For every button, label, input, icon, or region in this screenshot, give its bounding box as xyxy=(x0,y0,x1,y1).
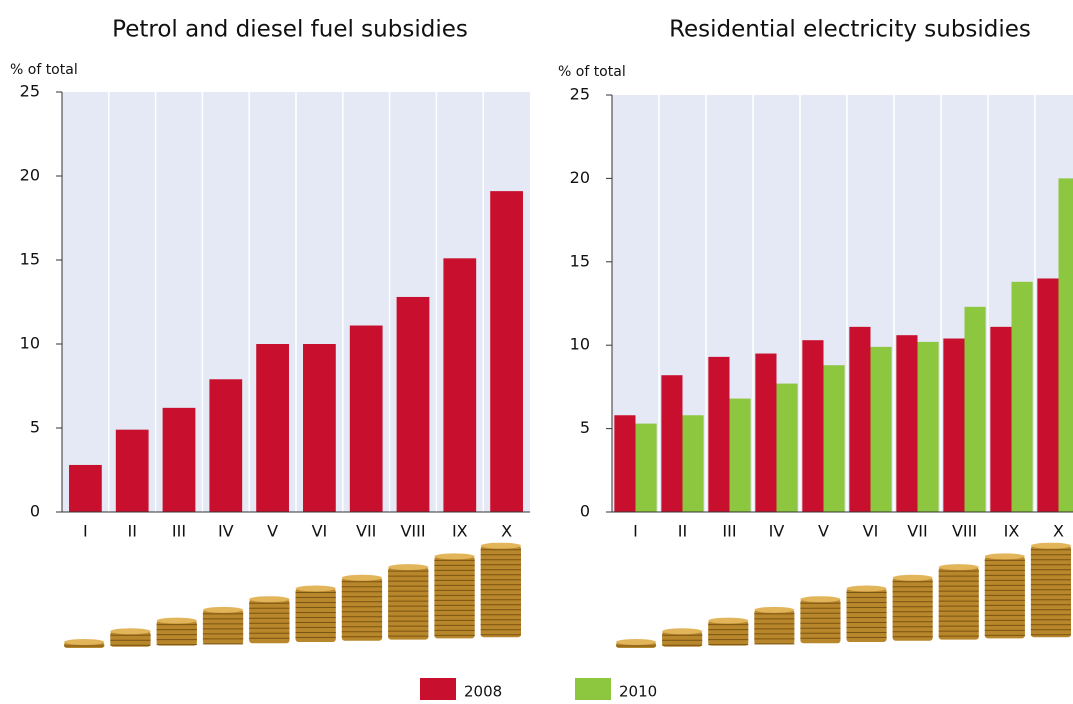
bar xyxy=(965,307,986,512)
x-tick-label: I xyxy=(633,522,638,541)
bar xyxy=(350,326,383,512)
x-tick-label: X xyxy=(501,522,512,541)
coin-top xyxy=(616,639,656,645)
bar xyxy=(116,430,149,512)
bar xyxy=(397,297,430,512)
x-tick-label: IX xyxy=(452,522,468,541)
coin-top xyxy=(203,607,243,613)
bar xyxy=(303,344,336,512)
coin-top xyxy=(157,618,197,624)
bar xyxy=(1037,278,1058,512)
x-tick-label: X xyxy=(1053,522,1064,541)
chart-title: Residential electricity subsidies xyxy=(669,17,1031,43)
legend-swatch xyxy=(575,678,611,700)
coin-stack xyxy=(434,556,474,638)
x-tick-label: VIII xyxy=(952,522,977,541)
coin-top xyxy=(388,564,428,570)
coin-top xyxy=(847,586,887,592)
coin-top xyxy=(64,639,104,645)
coin-top xyxy=(754,607,794,613)
y-tick-label: 15 xyxy=(570,251,590,270)
y-tick-label: 25 xyxy=(20,82,40,101)
bar xyxy=(1059,178,1073,512)
bar xyxy=(614,415,635,512)
y-axis-label: % of total xyxy=(10,62,78,78)
bar xyxy=(849,327,870,512)
coin-top xyxy=(110,628,150,634)
coin-top xyxy=(893,575,933,581)
bar xyxy=(918,342,939,512)
coin-top xyxy=(985,553,1025,559)
bar xyxy=(943,339,964,512)
x-tick-label: III xyxy=(722,522,736,541)
y-tick-label: 5 xyxy=(580,418,590,437)
bar xyxy=(661,375,682,512)
x-tick-label: V xyxy=(818,522,829,541)
coin-stack xyxy=(847,589,887,643)
y-tick-label: 20 xyxy=(570,168,590,187)
bar xyxy=(755,354,776,512)
bar xyxy=(490,191,523,512)
bar xyxy=(683,415,704,512)
coin-stack xyxy=(939,567,979,640)
y-tick-label: 0 xyxy=(30,502,40,521)
bar xyxy=(730,399,751,512)
x-tick-label: II xyxy=(127,522,136,541)
x-tick-label: II xyxy=(678,522,687,541)
bar xyxy=(802,340,823,512)
y-tick-label: 25 xyxy=(570,85,590,104)
coin-top xyxy=(939,564,979,570)
x-tick-label: III xyxy=(172,522,186,541)
legend-label: 2010 xyxy=(619,683,657,701)
x-tick-label: IX xyxy=(1004,522,1020,541)
bar xyxy=(824,365,845,512)
x-tick-label: VII xyxy=(907,522,927,541)
coin-top xyxy=(662,628,702,634)
x-tick-label: VII xyxy=(356,522,376,541)
y-tick-label: 10 xyxy=(20,334,40,353)
x-tick-label: VIII xyxy=(400,522,425,541)
chart-title: Petrol and diesel fuel subsidies xyxy=(112,17,468,43)
x-tick-label: IV xyxy=(218,522,234,541)
x-tick-label: IV xyxy=(769,522,785,541)
y-tick-label: 10 xyxy=(570,335,590,354)
coin-top xyxy=(249,596,289,602)
coin-top xyxy=(296,586,336,592)
bar xyxy=(636,424,657,512)
y-axis-label: % of total xyxy=(558,64,626,80)
coin-top xyxy=(708,618,748,624)
bar xyxy=(896,335,917,512)
figure: Petrol and diesel fuel subsidies % of tot… xyxy=(0,0,1073,704)
coin-top xyxy=(481,543,521,549)
bar xyxy=(256,344,289,512)
x-tick-label: V xyxy=(267,522,278,541)
y-tick-label: 5 xyxy=(30,418,40,437)
coin-stack xyxy=(800,599,840,643)
bar xyxy=(871,347,892,512)
bar xyxy=(69,465,102,512)
y-tick-label: 0 xyxy=(580,502,590,521)
legend-swatch xyxy=(420,678,456,700)
coin-stack xyxy=(249,599,289,643)
bar xyxy=(708,357,729,512)
y-tick-label: 20 xyxy=(20,166,40,185)
legend-label: 2008 xyxy=(464,683,502,701)
coin-top xyxy=(800,596,840,602)
bar xyxy=(990,327,1011,512)
bar xyxy=(1012,282,1033,512)
x-tick-label: I xyxy=(83,522,88,541)
coin-top xyxy=(1031,543,1071,549)
coin-stack xyxy=(296,589,336,643)
bar xyxy=(163,408,196,512)
coin-top xyxy=(434,553,474,559)
x-tick-label: VI xyxy=(312,522,328,541)
bar xyxy=(777,384,798,512)
bar xyxy=(209,379,242,512)
coin-stack xyxy=(388,567,428,640)
coin-top xyxy=(342,575,382,581)
y-tick-label: 15 xyxy=(20,250,40,269)
coin-stack xyxy=(985,556,1025,638)
x-tick-label: VI xyxy=(863,522,879,541)
bar xyxy=(443,258,476,512)
